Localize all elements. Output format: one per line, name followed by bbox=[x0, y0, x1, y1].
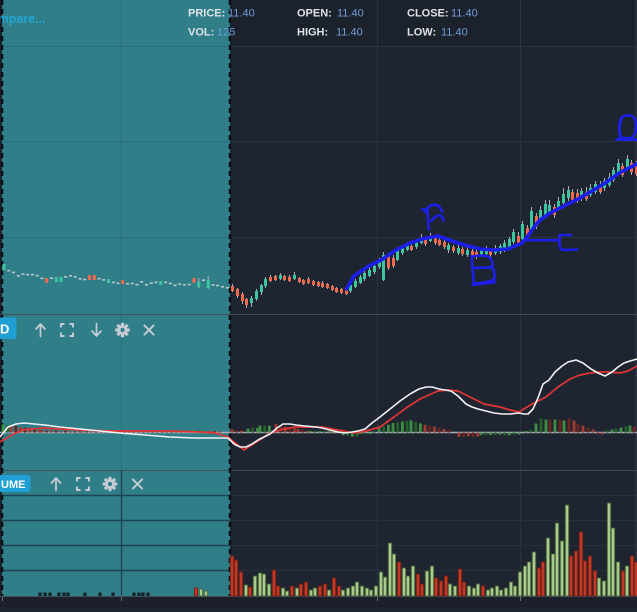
svg-text:125: 125 bbox=[217, 27, 235, 39]
svg-text:11.40: 11.40 bbox=[441, 27, 468, 39]
svg-text:LOW:: LOW: bbox=[407, 27, 436, 39]
svg-text:11.40: 11.40 bbox=[228, 8, 255, 20]
svg-text:UME: UME bbox=[1, 479, 25, 491]
svg-text:11.40: 11.40 bbox=[451, 8, 478, 20]
svg-text:CLOSE:: CLOSE: bbox=[407, 8, 449, 20]
svg-text:11.40: 11.40 bbox=[336, 27, 363, 39]
svg-text:OPEN:: OPEN: bbox=[297, 8, 332, 20]
svg-text:11.40: 11.40 bbox=[337, 8, 364, 20]
svg-text:HIGH:: HIGH: bbox=[297, 27, 328, 39]
svg-text:PRICE:: PRICE: bbox=[188, 8, 225, 20]
svg-text:VOL:: VOL: bbox=[188, 27, 214, 39]
svg-text:D: D bbox=[0, 322, 9, 337]
svg-text:Compare...: Compare... bbox=[0, 12, 46, 26]
